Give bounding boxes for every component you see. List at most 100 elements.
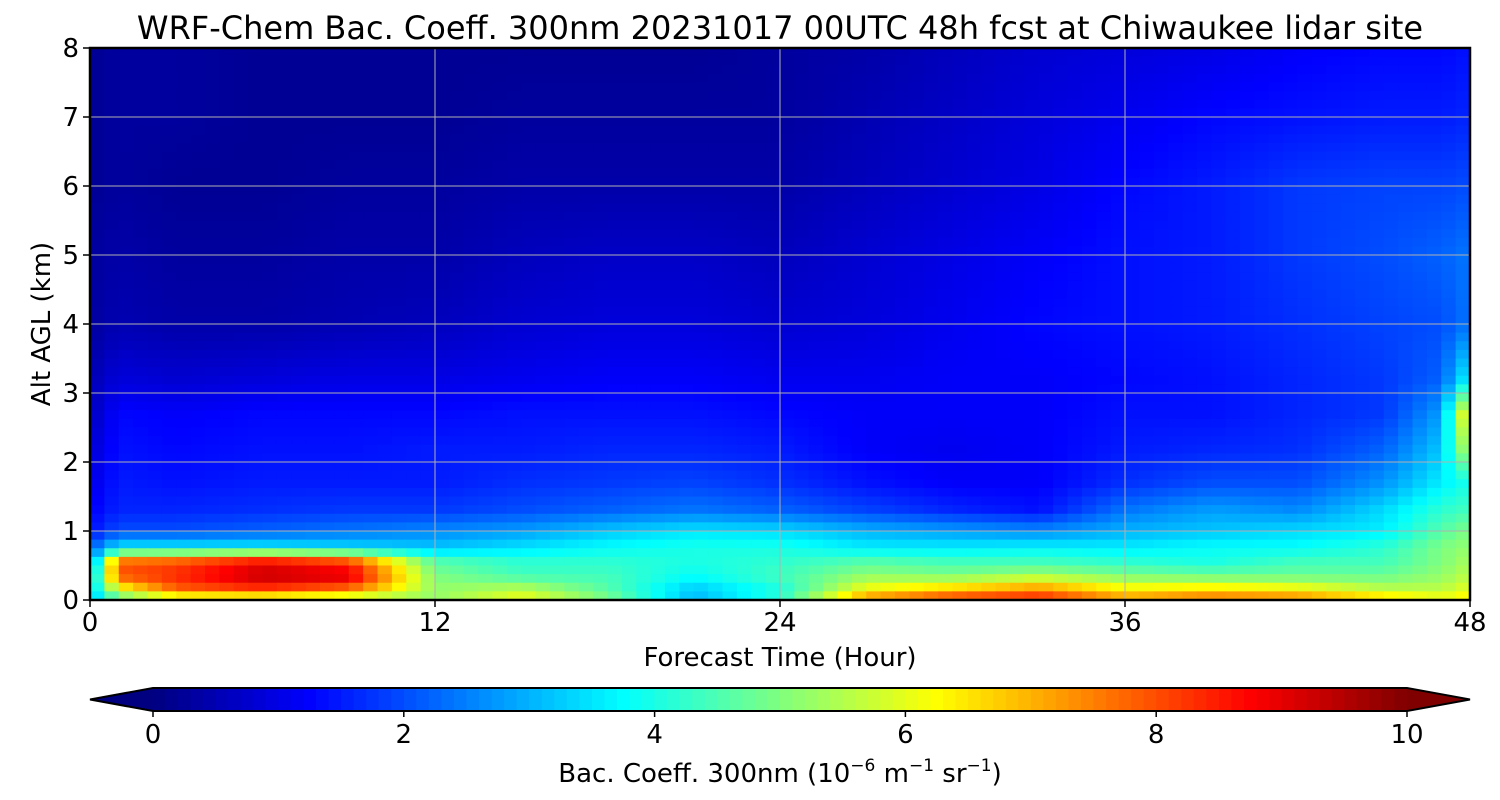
- heatmap-cell: [722, 289, 738, 299]
- heatmap-cell: [118, 453, 134, 463]
- heatmap-cell: [765, 289, 781, 299]
- heatmap-cell: [1283, 384, 1299, 394]
- heatmap-cell: [1110, 56, 1126, 66]
- heatmap-cell: [995, 73, 1011, 84]
- heatmap-cell: [262, 82, 278, 92]
- heatmap-cell: [348, 263, 364, 273]
- heatmap-cell: [377, 73, 393, 84]
- heatmap-cell: [463, 384, 479, 394]
- heatmap-cell: [406, 211, 422, 222]
- heatmap-cell: [1081, 108, 1097, 118]
- heatmap-cell: [291, 186, 307, 196]
- heatmap-cell: [449, 358, 465, 368]
- heatmap-cell: [952, 177, 968, 187]
- heatmap-cell: [1355, 444, 1370, 454]
- heatmap-cell: [1081, 427, 1097, 437]
- heatmap-cell: [1110, 410, 1126, 420]
- heatmap-cell: [1024, 453, 1040, 463]
- heatmap-cell: [895, 324, 910, 334]
- heatmap-cell: [1369, 255, 1385, 265]
- heatmap-cell: [1441, 453, 1457, 463]
- heatmap-cell: [1254, 186, 1270, 196]
- heatmap-cell: [478, 427, 494, 437]
- heatmap-cell: [1383, 487, 1399, 498]
- heatmap-cell: [90, 280, 105, 291]
- heatmap-cell: [1398, 280, 1414, 291]
- heatmap-cell: [262, 229, 278, 239]
- heatmap-cell: [564, 349, 580, 360]
- heatmap-cell: [190, 151, 206, 161]
- heatmap-cell: [420, 220, 436, 230]
- heatmap-cell: [1038, 358, 1054, 368]
- heatmap-cell: [1383, 246, 1399, 256]
- heatmap-cell: [1196, 65, 1212, 75]
- heatmap-cell: [391, 186, 407, 196]
- heatmap-cell: [262, 393, 278, 403]
- heatmap-cell: [435, 151, 450, 161]
- heatmap-cell: [880, 151, 896, 161]
- heatmap-cell: [463, 246, 479, 256]
- heatmap-cell: [1053, 418, 1069, 429]
- heatmap-cell: [1398, 255, 1414, 265]
- heatmap-cell: [147, 99, 163, 109]
- heatmap-cell: [1168, 56, 1184, 66]
- heatmap-cell: [708, 186, 724, 196]
- heatmap-cell: [90, 332, 105, 342]
- heatmap-cell: [952, 289, 968, 299]
- heatmap-cell: [1182, 237, 1198, 247]
- heatmap-cell: [1225, 237, 1241, 247]
- heatmap-cell: [305, 99, 321, 109]
- heatmap-cell: [1383, 418, 1399, 429]
- heatmap-cell: [679, 194, 695, 204]
- heatmap-cell: [794, 487, 810, 498]
- heatmap-cell: [722, 324, 738, 334]
- heatmap-cell: [276, 393, 292, 403]
- heatmap-cell: [535, 324, 551, 334]
- heatmap-cell: [1211, 186, 1227, 196]
- heatmap-cell: [334, 444, 350, 454]
- heatmap-cell: [104, 203, 120, 213]
- heatmap-cell: [765, 349, 781, 360]
- heatmap-cell: [219, 125, 235, 135]
- heatmap-cell: [1038, 315, 1054, 325]
- heatmap-cell: [722, 487, 738, 498]
- heatmap-cell: [535, 444, 551, 454]
- heatmap-cell: [708, 160, 724, 170]
- heatmap-cell: [1355, 298, 1370, 308]
- heatmap-cell: [276, 151, 292, 161]
- heatmap-cell: [1441, 367, 1457, 377]
- heatmap-cell: [1038, 462, 1054, 472]
- heatmap-cell: [895, 462, 910, 472]
- heatmap-cell: [1369, 332, 1385, 342]
- heatmap-cell: [248, 255, 264, 265]
- heatmap-cell: [420, 108, 436, 118]
- heatmap-cell: [1225, 384, 1241, 394]
- heatmap-cell: [765, 142, 781, 153]
- heatmap-cell: [478, 237, 494, 247]
- heatmap-cell: [1240, 332, 1255, 342]
- heatmap-cell: [1326, 91, 1342, 101]
- heatmap-cell: [823, 229, 839, 239]
- heatmap-cell: [1139, 142, 1155, 153]
- heatmap-cell: [463, 237, 479, 247]
- heatmap-cell: [938, 125, 954, 135]
- heatmap-cell: [1355, 229, 1370, 239]
- heatmap-cell: [535, 306, 551, 316]
- heatmap-cell: [578, 186, 594, 196]
- heatmap-cell: [808, 108, 824, 118]
- heatmap-cell: [1412, 393, 1428, 403]
- heatmap-cell: [851, 48, 867, 58]
- heatmap-cell: [1225, 56, 1241, 66]
- heatmap-cell: [1010, 306, 1025, 316]
- heatmap-cell: [1125, 306, 1140, 316]
- heatmap-cell: [1355, 168, 1370, 178]
- heatmap-cell: [650, 470, 666, 480]
- heatmap-cell: [736, 194, 752, 204]
- heatmap-cell: [1182, 298, 1198, 308]
- heatmap-cell: [219, 177, 235, 187]
- heatmap-cell: [133, 384, 149, 394]
- heatmap-cell: [952, 237, 968, 247]
- heatmap-cell: [808, 263, 824, 273]
- heatmap-cell: [981, 401, 997, 411]
- heatmap-cell: [952, 151, 968, 161]
